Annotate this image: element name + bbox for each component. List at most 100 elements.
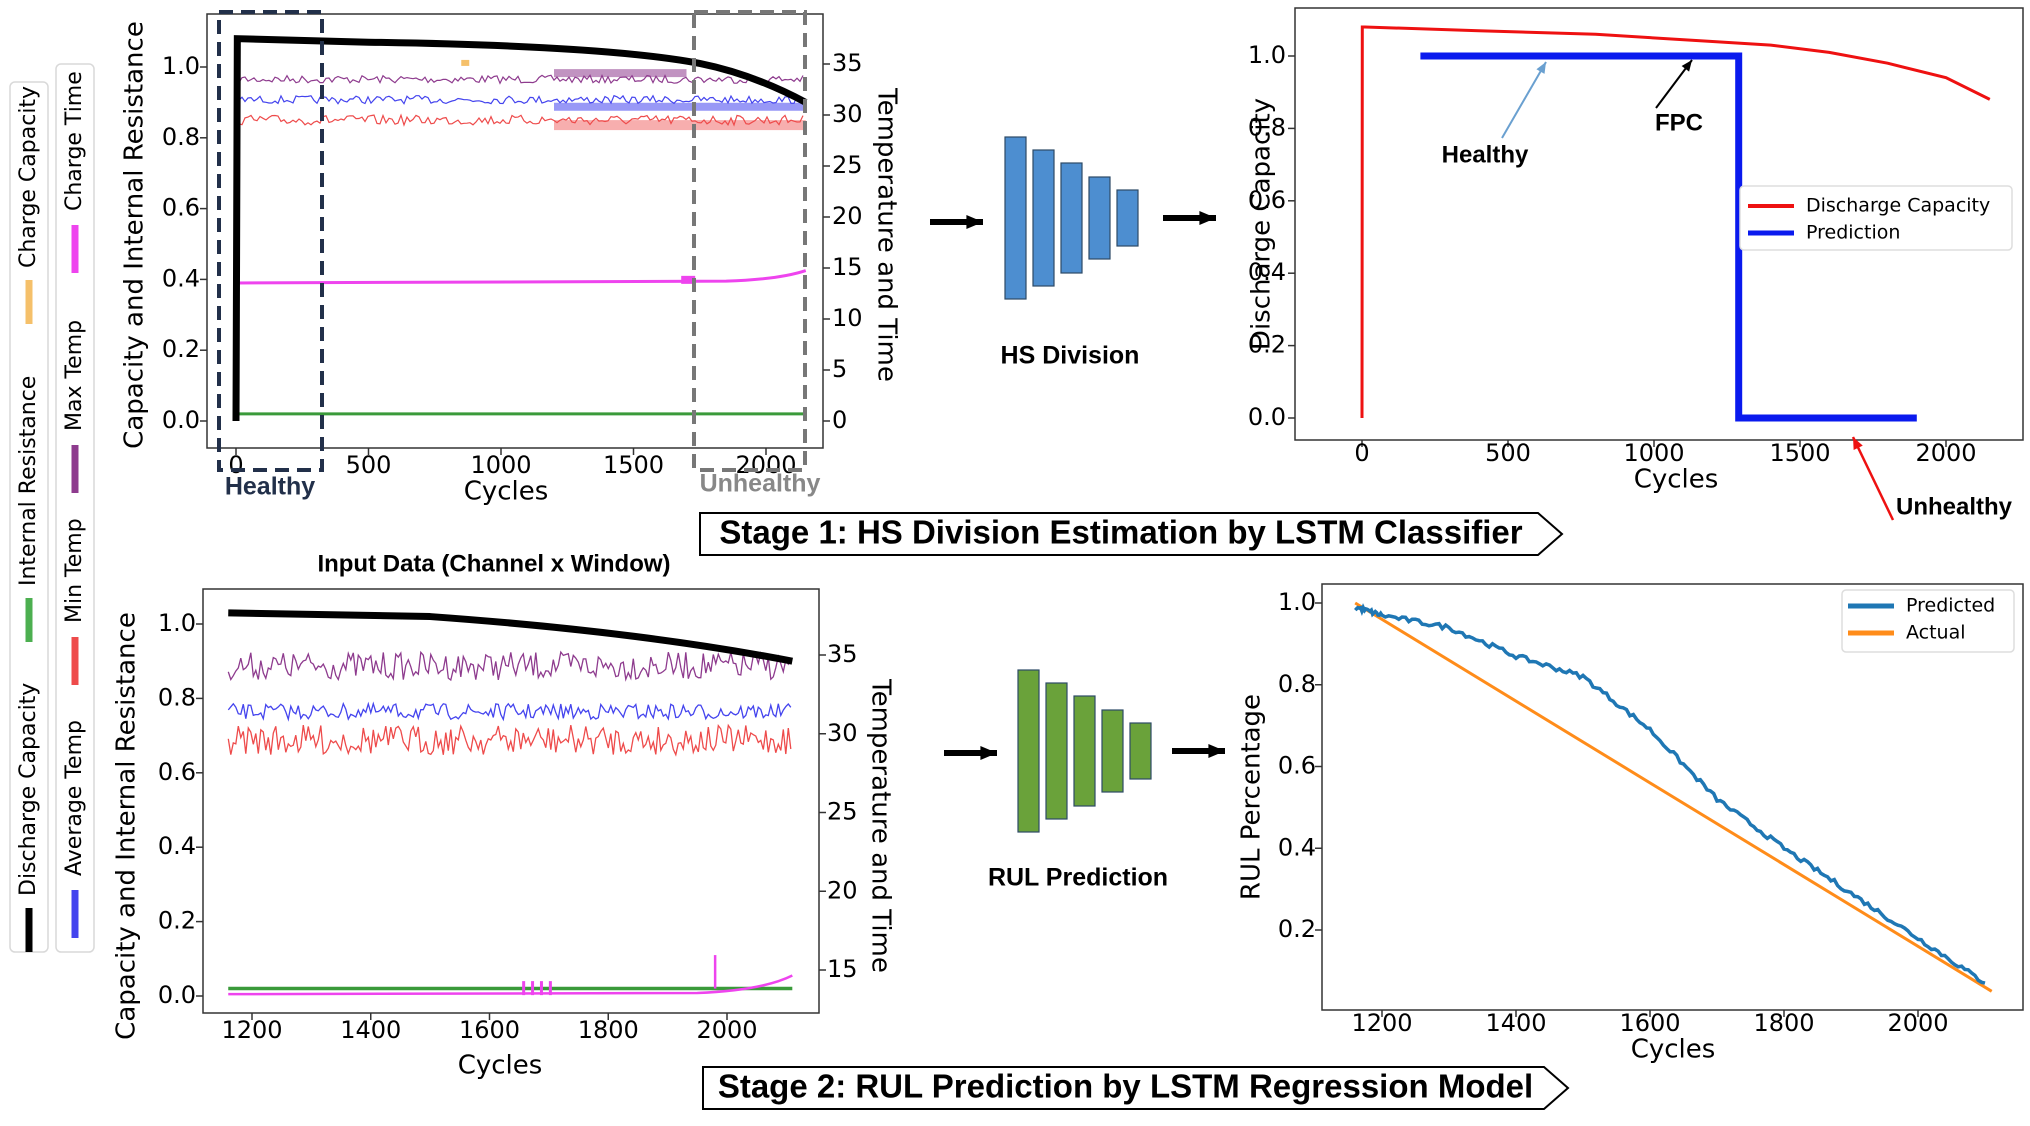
stage2-output-arrow-head	[1208, 743, 1225, 759]
discharge-capacity-trace	[228, 609, 793, 665]
discharge-capacity-line	[1360, 25, 1991, 419]
legend-entry: Max Temp	[62, 320, 87, 431]
healthy-region-box	[217, 10, 324, 472]
y-tick-label: 0.0	[162, 406, 200, 434]
x-axis-label: Cycles	[464, 477, 549, 507]
y-tick-label: 0.6	[158, 758, 196, 786]
fpc-annotation-arrow-head	[1681, 60, 1692, 72]
max-temp-trace	[227, 650, 792, 682]
healthy-annotation-arrow-head	[1536, 62, 1546, 74]
layer-block	[1017, 669, 1040, 833]
legend-entry: Average Temp	[62, 720, 87, 876]
healthy-annotation-arrow	[1501, 61, 1547, 139]
x-tick-label: 2000	[735, 451, 796, 479]
y-tick-label: 0.6	[162, 194, 200, 222]
y-tick-label: 0.0	[1248, 403, 1286, 431]
y-tick-label: 0.8	[158, 683, 196, 711]
healthy-label: Healthy	[225, 473, 315, 501]
y-tick-label: 1.0	[158, 609, 196, 637]
y2-tick-label: 20	[832, 202, 863, 230]
charge-time-trace	[228, 974, 793, 996]
channel-legend: Charge Capacity Internal Resistance Discha…	[9, 63, 95, 953]
plot-legend: Discharge Capacity Prediction	[1739, 185, 2013, 251]
y-axis-label: Capacity and Internal Resistance	[120, 21, 150, 449]
x-tick-label: 1800	[578, 1016, 639, 1044]
y-tick-label: 1.0	[1248, 41, 1286, 69]
stage2-output-arrow	[1172, 743, 1225, 759]
layer-block	[1129, 722, 1152, 780]
discharge-capacity-trace	[232, 35, 808, 422]
avg-temp-band	[554, 102, 806, 111]
y2-tick-label: 25	[827, 798, 858, 826]
avg-temp-trace	[227, 701, 792, 722]
hs-division-network	[1004, 136, 1139, 300]
max-temp-band	[554, 69, 687, 78]
y-tick-label: 0.2	[1248, 331, 1286, 359]
layer-block	[1073, 695, 1096, 807]
stage1-input-plot: 0 500 1000 1500 20000.00.20.40.60.81.0051015…	[120, 10, 902, 507]
layer-block	[1088, 176, 1111, 260]
x-tick-label: 1800	[1753, 1009, 1814, 1037]
hs-division-label: HS Division	[1001, 342, 1140, 370]
charge-time-spike	[522, 981, 526, 996]
y2-tick-label: 25	[832, 151, 863, 179]
y-tick-label: 0.6	[1278, 752, 1316, 780]
max-temp-trace	[235, 73, 804, 85]
x-tick-label: 1400	[340, 1016, 401, 1044]
y-tick-label: 0.4	[158, 832, 196, 860]
x-axis-label: Cycles	[1631, 1035, 1716, 1065]
unhealthy-annotation-arrow	[1851, 436, 1895, 521]
avg-temp-trace	[235, 94, 804, 105]
layer-block	[1032, 149, 1055, 287]
unhealthy-annotation-arrow-head	[1853, 437, 1863, 450]
x-tick-label: 1500	[603, 451, 664, 479]
y-tick-label: 0.8	[162, 123, 200, 151]
stage1-input-arrow-head	[966, 214, 983, 230]
y2-tick-label: 10	[832, 304, 863, 332]
stage2-banner-text: Stage 2: RUL Prediction by LSTM Regressi…	[718, 1068, 1533, 1105]
unhealthy-annotation-arrow-shaft	[1851, 436, 1895, 521]
layer-block	[1045, 682, 1068, 820]
charge-time-spike	[548, 981, 552, 996]
x-tick-label: 2000	[1887, 1009, 1948, 1037]
min-temp-band	[554, 120, 806, 131]
stage2-input-plot: 1200 1400 1600 1800 2000 0.0 0.2 0.4 0.6 0.8 1.0 15…	[112, 588, 896, 1081]
y2-tick-label: 30	[832, 100, 863, 128]
y-axis-label: Capacity and Internal Resistance	[112, 612, 142, 1040]
x-tick-label: 500	[346, 451, 392, 479]
y-tick-label: 0.4	[1278, 833, 1316, 861]
y-tick-label: 0.2	[162, 335, 200, 363]
y-axis-label: Discharge Capacity	[1247, 98, 1277, 350]
charge-time-spike	[539, 981, 543, 996]
plot-legend: Predicted Actual	[1841, 589, 2015, 653]
min-temp-trace	[235, 113, 804, 127]
y-axis-label: RUL Percentage	[1237, 694, 1267, 900]
healthy-annotation: Healthy	[1442, 141, 1529, 168]
x-tick-label: 1400	[1485, 1009, 1546, 1037]
charge-time-trace	[235, 269, 807, 285]
y2-axis-label: Temperature and Time	[872, 87, 902, 382]
unhealthy-annotation: Unhealthy	[1896, 493, 2013, 520]
legend-entry: Actual	[1906, 622, 1966, 644]
legend-entry: Predicted	[1906, 595, 1995, 617]
stage2-input-arrow	[944, 745, 997, 761]
x-tick-label: 1000	[470, 451, 531, 479]
legend-entry: Discharge Capacity	[16, 683, 41, 896]
y-tick-label: 0.2	[1278, 915, 1316, 943]
x-tick-label: 500	[1485, 439, 1531, 467]
stage1-output-arrow-head	[1199, 210, 1216, 226]
y-tick-label: 0.0	[158, 981, 196, 1009]
rul-prediction-label: RUL Prediction	[988, 864, 1168, 892]
legend-frame	[1739, 185, 2013, 251]
x-axis-label: Cycles	[458, 1051, 543, 1081]
y2-tick-label: 30	[827, 719, 858, 747]
y2-tick-label: 35	[832, 49, 863, 77]
y-tick-label: 1.0	[1278, 588, 1316, 616]
y2-tick-label: 35	[827, 640, 858, 668]
y-tick-label: 0.8	[1278, 670, 1316, 698]
rul-prediction-network	[1017, 669, 1152, 833]
x-tick-label: 1200	[1351, 1009, 1412, 1037]
y-tick-label: 0.4	[1248, 258, 1286, 286]
x-tick-label: 1000	[1623, 439, 1684, 467]
